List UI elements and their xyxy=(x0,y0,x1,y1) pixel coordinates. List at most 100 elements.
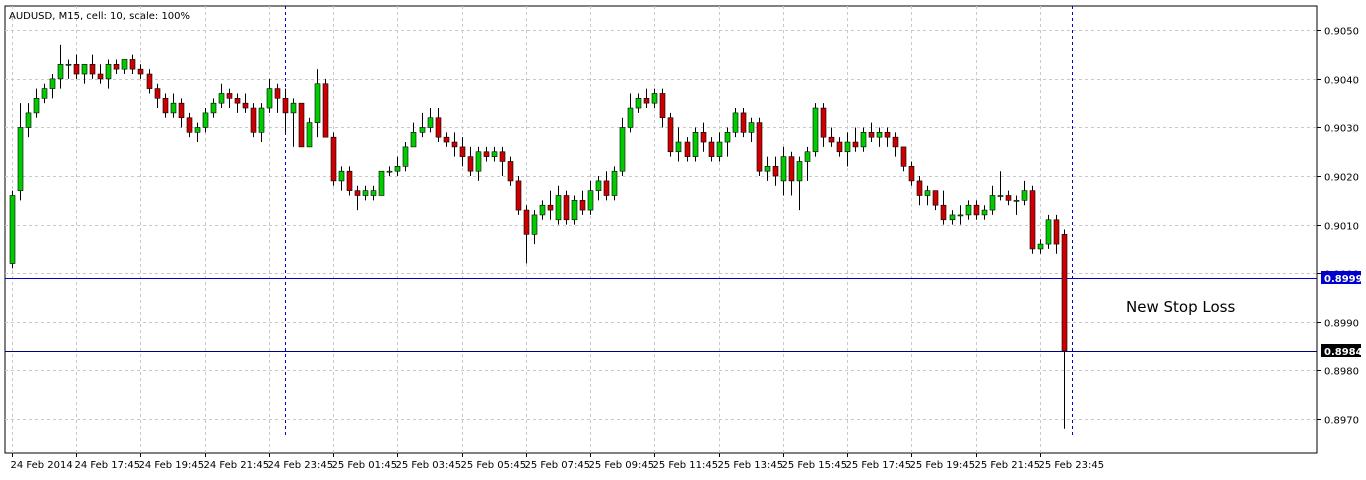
candle-body-bear xyxy=(1005,195,1012,201)
candle xyxy=(451,132,458,157)
candle-body-bull xyxy=(595,180,602,191)
x-tick-label: 25 Feb 17:45 xyxy=(846,460,912,471)
candle-body-bear xyxy=(643,98,650,104)
candle xyxy=(1013,195,1020,215)
x-tick-label: 25 Feb 19:45 xyxy=(910,460,976,471)
candles-layer xyxy=(9,44,1068,429)
candle-body-bear xyxy=(523,209,530,235)
candle xyxy=(194,122,201,143)
candle xyxy=(740,108,747,138)
candle-body-bull xyxy=(651,93,658,104)
x-tick-label: 24 Feb 2014 xyxy=(11,460,73,471)
candle xyxy=(756,117,763,177)
candle xyxy=(499,146,506,177)
candle-body-bear xyxy=(507,161,514,182)
candle-body-bull xyxy=(202,112,209,128)
candle xyxy=(435,108,442,143)
candle xyxy=(812,103,819,157)
candle xyxy=(555,185,562,225)
candle xyxy=(314,69,321,138)
candle xyxy=(916,176,923,206)
candle xyxy=(274,83,281,113)
candle-body-bull xyxy=(611,170,618,196)
candle-body-bull xyxy=(635,98,642,109)
candle xyxy=(611,166,618,201)
candle xyxy=(491,146,498,162)
candle xyxy=(900,146,907,172)
candle xyxy=(105,59,112,89)
candle-body-bull xyxy=(619,127,626,172)
candle-body-bull xyxy=(33,98,40,114)
candle xyxy=(330,132,337,186)
x-tick-label: 25 Feb 09:45 xyxy=(589,460,655,471)
candle xyxy=(563,190,570,225)
candle-body-bear xyxy=(250,107,257,133)
candle-body-bear xyxy=(451,141,458,148)
candle-body-bull xyxy=(627,107,634,128)
candle xyxy=(242,93,249,113)
candle xyxy=(844,132,851,167)
candle-body-bull xyxy=(539,204,546,216)
candle-body-bull xyxy=(587,190,594,211)
candle-body-bear xyxy=(700,132,707,143)
candle-body-bear xyxy=(322,83,329,138)
candle xyxy=(97,64,104,84)
candle-body-bear xyxy=(73,64,80,75)
candle-body-bear xyxy=(459,146,466,157)
candle xyxy=(81,64,88,84)
candle xyxy=(129,54,136,75)
candle-body-bull xyxy=(732,112,739,133)
candle-body-bear xyxy=(97,73,104,80)
x-tick-label: 25 Feb 21:45 xyxy=(975,460,1041,471)
candle-body-bull xyxy=(218,93,225,104)
candle-body-bear xyxy=(603,180,610,196)
candle-body-bear xyxy=(515,180,522,211)
candle-body-bear xyxy=(547,204,554,211)
candle xyxy=(210,98,217,118)
new-stop-loss-annotation: New Stop Loss xyxy=(1126,298,1235,316)
candle-body-bull xyxy=(555,195,562,221)
candle xyxy=(619,117,626,177)
x-tick-label: 24 Feb 21:45 xyxy=(204,460,270,471)
candle xyxy=(852,127,859,152)
candle-body-bull xyxy=(57,64,64,80)
horizontal-lines xyxy=(5,278,1317,352)
candle xyxy=(595,176,602,201)
candle xyxy=(692,127,699,162)
candle xyxy=(868,122,875,143)
candle xyxy=(226,88,233,109)
candle-body-bull xyxy=(860,132,867,148)
candle xyxy=(716,132,723,162)
candle xyxy=(354,185,361,211)
candle-body-bear xyxy=(1053,219,1060,245)
candle xyxy=(1021,180,1028,206)
candle xyxy=(250,103,257,138)
y-tick-label: 0.9030 xyxy=(1324,124,1359,135)
candle-body-bear xyxy=(820,107,827,138)
candle xyxy=(531,210,538,245)
candle xyxy=(258,103,265,143)
candle-body-bear xyxy=(298,102,305,148)
candle xyxy=(989,185,996,215)
x-tick-label: 25 Feb 23:45 xyxy=(1039,460,1105,471)
candle xyxy=(635,93,642,113)
y-tick-label: 0.9050 xyxy=(1324,27,1359,38)
candle-body-bear xyxy=(740,112,747,133)
candle xyxy=(459,137,466,167)
candle-body-bull xyxy=(981,209,988,216)
candle-body-bull xyxy=(121,59,128,70)
candle-body-bull xyxy=(989,195,996,211)
candle xyxy=(170,93,177,118)
candle-body-bull xyxy=(170,102,177,114)
candle xyxy=(772,156,779,186)
candle-body-bull xyxy=(210,102,217,114)
candle-body-bear xyxy=(178,102,185,119)
candle-body-bull xyxy=(402,146,409,167)
price-badge-bg xyxy=(1321,344,1361,357)
candle xyxy=(73,54,80,79)
candle-body-bull xyxy=(105,64,112,80)
candle xyxy=(997,171,1004,201)
candle-body-bull xyxy=(378,170,385,196)
candle-body-bull xyxy=(724,132,731,143)
candle-body-bull xyxy=(748,122,755,133)
